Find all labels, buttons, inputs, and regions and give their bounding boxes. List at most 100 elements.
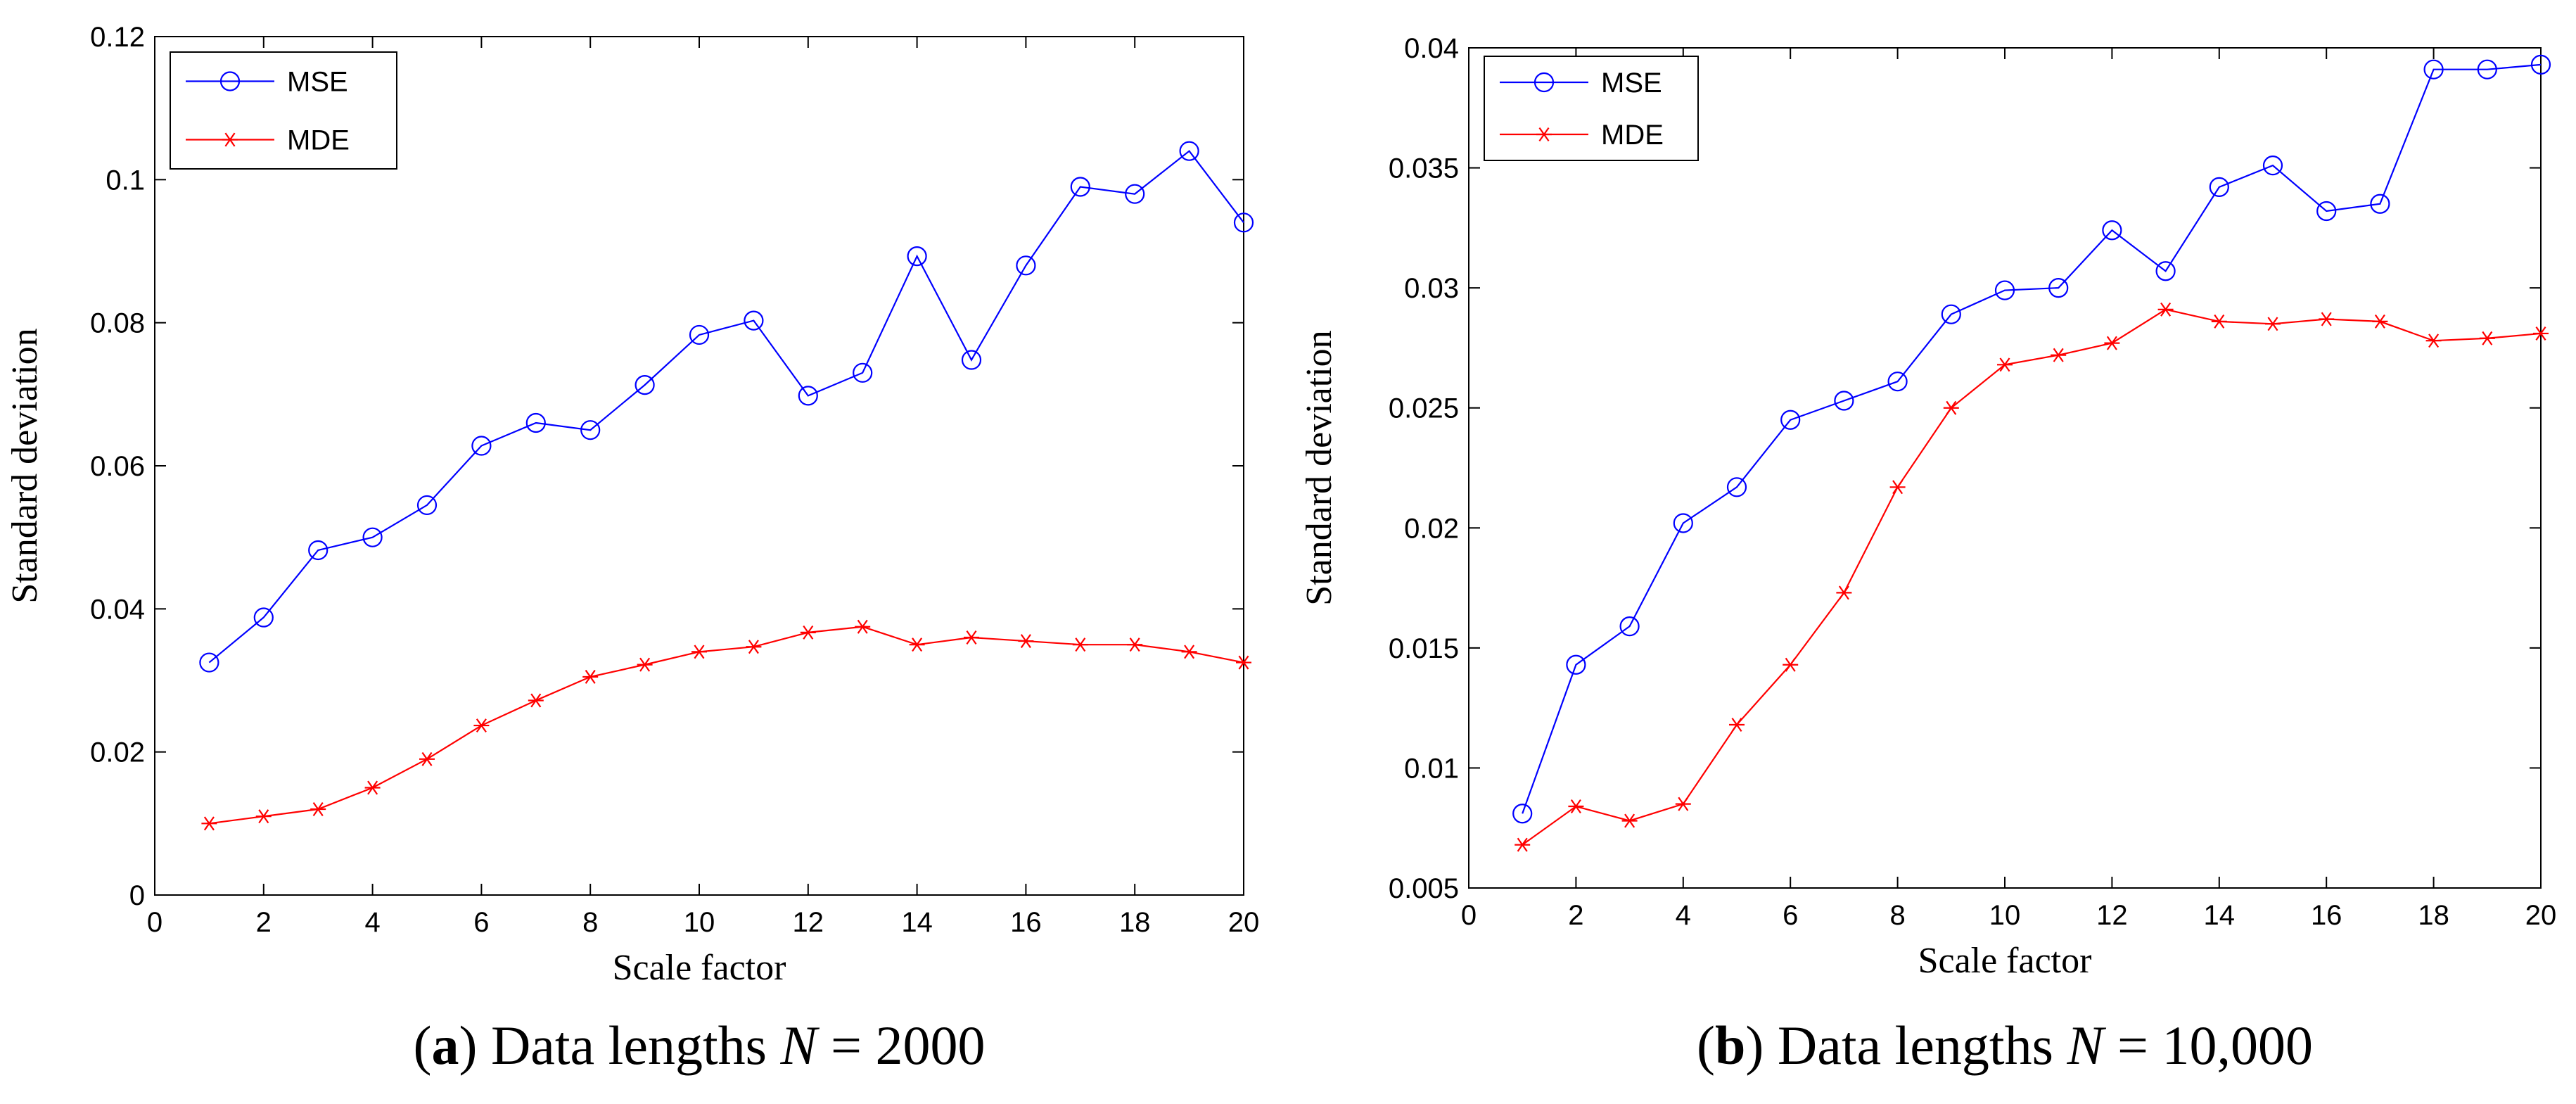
mde-point [2533,326,2549,341]
y-axis-label: Standard deviation [1299,330,1339,605]
x-tick-label: 10 [684,907,715,938]
mde-point [1018,634,1034,649]
mde-line [209,626,1244,825]
figure-caption: (b) Data lengths N = 10,000 [1697,1015,2313,1076]
mde-point [2211,314,2227,329]
mse-point [1566,654,1586,675]
mse-point [744,310,764,331]
mde-point [255,809,272,824]
legend-mse-marker [1534,72,1555,93]
y-axis-label: Standard deviation [5,328,45,603]
mse-point [689,324,710,345]
mse-point [1125,184,1145,204]
y-tick-label: 0.1 [106,165,145,196]
x-tick-label: 8 [582,907,598,938]
y-tick-label: 0 [129,880,145,911]
legend-mse-label: MSE [287,67,348,98]
mse-point [961,350,982,370]
x-tick-label: 4 [1676,900,1691,931]
figure-caption: (a) Data lengths N = 2000 [413,1015,985,1076]
mde-point [1181,645,1197,659]
x-tick-label: 8 [1889,900,1905,931]
x-tick-label: 6 [1783,900,1798,931]
mse-point [1673,513,1693,533]
mde-point [1889,480,1906,495]
mde-point [1997,357,2013,372]
mde-point [909,637,925,652]
y-tick-label: 0.08 [90,308,145,339]
mse-point [1512,804,1533,824]
mse-point [2530,54,2551,75]
x-tick-label: 18 [1119,907,1151,938]
x-tick-label: 20 [2525,900,2557,931]
plot-frame [1468,47,2542,889]
mde-point [746,640,762,654]
mse-point [253,607,274,628]
legend-box [170,51,397,170]
x-tick-label: 4 [364,907,380,938]
mde-point [2265,317,2281,331]
mde-point [1943,400,1959,415]
mde-point [201,816,217,831]
legend: MSE MDE [170,51,397,170]
mse-point [2477,59,2497,80]
mde-line [1522,308,2542,846]
mse-point [308,540,329,561]
caption-letter: b [1715,1015,1745,1076]
caption-variable: N [2066,1015,2106,1076]
x-axis-label: Scale factor [613,948,786,988]
mde-point [691,645,707,659]
mse-point [471,436,492,456]
mse-point [2423,59,2444,80]
mse-point [1619,616,1640,637]
legend-mde-marker [1536,127,1552,141]
mde-point [1515,837,1531,852]
mse-point [580,420,601,440]
mde-point [2051,348,2067,362]
mde-point [2319,312,2335,326]
x-tick-label: 0 [147,907,162,938]
mse-point [1726,477,1747,497]
legend: MSE MDE [1484,56,1699,161]
caption-text: Data lengths [1778,1015,2067,1076]
mde-point [1236,655,1251,670]
mde-point [310,802,326,816]
mde-point [800,625,816,640]
y-tick-label: 0.03 [1404,273,1459,304]
y-tick-label: 0.02 [1404,513,1459,544]
y-tick-label: 0.04 [90,594,145,625]
mse-point [2316,201,2337,222]
y-tick-label: 0.025 [1389,393,1459,424]
mde-point [528,693,544,708]
mse-point [1994,280,2015,300]
x-tick-label: 20 [1228,907,1260,938]
mde-point [2372,314,2388,329]
mse-point [1834,391,1854,411]
mse-point [853,362,873,383]
mde-point [2425,334,2442,348]
x-tick-label: 2 [1568,900,1583,931]
mse-point [1016,255,1036,276]
mse-point [798,386,818,406]
y-tick-label: 0.12 [90,22,145,53]
chart-b: 0 2 4 6 8 10 12 14 16 18 20 0.005 0.01 0.015 0.02 0.025… [1299,33,2556,1076]
x-tick-label: 12 [2096,900,2128,931]
legend-mde-label: MDE [1601,120,1664,151]
mse-point [635,375,655,395]
mde-point [1127,637,1143,652]
legend-mse-label: MSE [1601,68,1662,99]
mde-point [637,657,653,672]
x-tick-label: 12 [793,907,824,938]
caption-value: = 2000 [817,1015,986,1076]
caption-value: = 10,000 [2103,1015,2313,1076]
mse-point [1941,304,1961,324]
mse-line [208,150,1244,664]
caption-letter: a [431,1015,459,1076]
x-tick-label: 14 [901,907,933,938]
mde-point [419,751,435,766]
x-tick-label: 14 [2204,900,2236,931]
mde-point [964,630,979,645]
x-tick-label: 2 [256,907,272,938]
y-tick-label: 0.06 [90,451,145,482]
